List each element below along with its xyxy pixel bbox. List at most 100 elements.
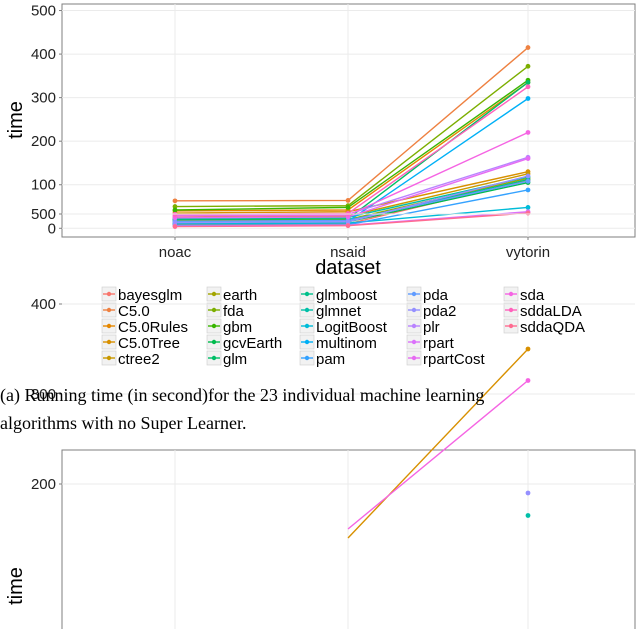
legend-key-point <box>211 339 217 345</box>
legend-key-point <box>211 291 217 297</box>
legend-item-glmnet: glmnet <box>299 302 362 320</box>
legend-label: C5.0Tree <box>118 335 180 352</box>
legend-label: rpartCost <box>423 351 486 368</box>
legend-label: C5.0Rules <box>118 319 188 336</box>
y-tick-label: 300 <box>31 90 56 107</box>
legend-key-point <box>304 291 310 297</box>
data-point-sddaQDA <box>345 223 351 229</box>
legend-item-plr: plr <box>406 318 440 336</box>
legend-key-point <box>411 339 417 345</box>
data-point-3 <box>525 513 531 518</box>
legend-key-point <box>508 307 514 313</box>
legend-item-fda: fda <box>206 302 245 320</box>
data-point-2 <box>525 490 531 496</box>
legend-item-sda: sda <box>503 286 545 304</box>
series-points-2 <box>525 346 531 518</box>
legend-label: glmnet <box>316 303 362 320</box>
data-point-multinom <box>525 96 531 101</box>
legend-key-point <box>106 307 112 313</box>
legend-label: rpart <box>423 335 455 352</box>
data-point-C5.0 <box>345 198 351 203</box>
legend-label: glm <box>223 351 247 368</box>
legend-key-point <box>411 355 417 361</box>
legend-label: sda <box>520 287 545 304</box>
legend-key-point <box>211 307 217 313</box>
legend-label: LogitBoost <box>316 319 388 336</box>
legend-label: glmboost <box>316 287 378 304</box>
y-tick-label: 400 <box>31 296 56 313</box>
legend-key-point <box>304 307 310 313</box>
legend-key-point <box>211 323 217 329</box>
legend-item-C5.0Rules: C5.0Rules <box>101 318 188 336</box>
legend-label: sddaQDA <box>520 319 585 336</box>
legend-label: pda2 <box>423 303 456 320</box>
legend-item-glmboost: glmboost <box>299 286 378 304</box>
data-point-pda <box>525 178 531 184</box>
legend-key-point <box>106 355 112 361</box>
legend-label: bayesglm <box>118 287 182 304</box>
data-point-0 <box>525 346 531 352</box>
legend-key-point <box>508 323 514 329</box>
data-point-gbm <box>345 204 351 210</box>
caption-line-1: (a) Running time (in second)for the 23 i… <box>0 385 485 405</box>
legend-item-pam: pam <box>299 350 345 368</box>
y-tick-labels: 0 100 200 300 400 500 <box>31 3 62 237</box>
chart-running-time: 0 100 200 300 400 500 noac nsaid vytorin datase… <box>5 3 636 368</box>
legend-label: plr <box>423 319 440 336</box>
legend-item-ctree2: ctree2 <box>101 350 160 368</box>
legend-item-glm: glm <box>206 350 247 368</box>
legend-item-sddaQDA: sddaQDA <box>503 318 585 336</box>
x-tick-labels: noac nsaid vytorin <box>159 237 550 261</box>
legend-item-LogitBoost: LogitBoost <box>299 318 388 336</box>
data-point-sddaLDA <box>525 84 531 90</box>
legend-key-point <box>411 307 417 313</box>
legend-key-point <box>508 291 514 297</box>
data-point-sda <box>525 130 531 135</box>
y-tick-label: 500 <box>31 206 56 223</box>
legend-label: sddaLDA <box>520 303 582 320</box>
y-tick-labels-2: 200 300 400 500 <box>31 206 62 493</box>
legend-key-point <box>106 339 112 345</box>
legend-label: fda <box>223 303 245 320</box>
legend-key-point <box>411 291 417 297</box>
y-tick-label: 300 <box>31 386 56 403</box>
legend-item-rpartCost: rpartCost <box>406 350 486 368</box>
legend-key-point <box>304 355 310 361</box>
x-tick-label: vytorin <box>506 244 550 261</box>
legend-label: ctree2 <box>118 351 160 368</box>
legend-item-multinom: multinom <box>299 334 377 352</box>
data-point-sddaQDA <box>172 224 178 229</box>
x-tick-label: nsaid <box>330 244 366 261</box>
legend-key-point <box>304 339 310 345</box>
legend-item-bayesglm: bayesglm <box>101 286 182 304</box>
data-point-gbm <box>172 207 178 213</box>
legend-item-C5.0Tree: C5.0Tree <box>101 334 180 352</box>
legend-label: gcvEarth <box>223 335 282 352</box>
data-point-fda <box>525 63 531 69</box>
legend-item-pda: pda <box>406 286 449 304</box>
data-point-pda2 <box>172 220 178 226</box>
series-line-0 <box>347 348 529 539</box>
x-tick-label: noac <box>159 244 192 261</box>
chart-running-time-super-learner: 200 300 400 500 time <box>5 206 636 629</box>
legend-label: C5.0 <box>118 303 150 320</box>
data-point-C5.0 <box>172 198 178 204</box>
data-point-1 <box>525 378 531 383</box>
data-point-sddaQDA <box>525 210 531 216</box>
legend-label: pam <box>316 351 345 368</box>
data-point-C5.0 <box>525 45 531 50</box>
legend-item-rpart: rpart <box>406 334 455 352</box>
legend-item-pda2: pda2 <box>406 302 456 320</box>
legend-key-point <box>106 323 112 329</box>
legend-label: multinom <box>316 335 377 352</box>
grid-lines <box>62 4 635 237</box>
data-point-glm <box>525 79 531 85</box>
series-lines-2 <box>347 348 529 539</box>
y-tick-label: 200 <box>31 476 56 493</box>
data-point-rpartCost <box>525 156 531 162</box>
data-point-sddaLDA <box>345 211 351 216</box>
legend-key-point <box>211 355 217 361</box>
data-point-pda2 <box>525 173 531 179</box>
legend-item-gcvEarth: gcvEarth <box>206 334 282 352</box>
